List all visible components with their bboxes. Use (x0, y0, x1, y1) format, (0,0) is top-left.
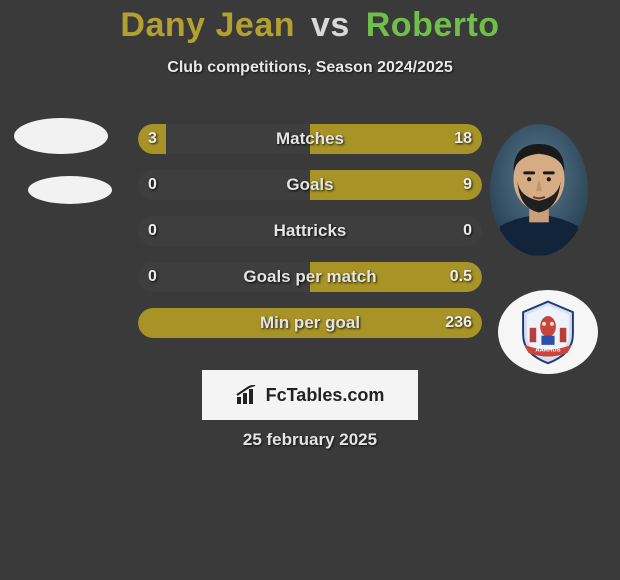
player2-club-badge: AARHUS (498, 290, 598, 374)
stat-row: Hattricks0 0 (138, 216, 482, 246)
stat-value-right: 18 (454, 124, 472, 154)
stat-row: Goals0 9 (138, 170, 482, 200)
chart-icon (236, 385, 260, 405)
player1-club-placeholder (28, 176, 112, 204)
stat-value-left: 3 (148, 124, 157, 154)
player1-avatar-placeholder (14, 118, 108, 154)
stat-label: Goals (138, 170, 482, 200)
stat-value-right: 9 (463, 170, 472, 200)
comparison-card: Dany Jean vs Roberto Club competitions, … (0, 0, 620, 580)
stat-row: Goals per match0 0.5 (138, 262, 482, 292)
stat-value-left: 0 (148, 170, 157, 200)
club-banner-text: AARHUS (535, 348, 560, 354)
player1-name: Dany Jean (120, 6, 295, 44)
stat-label: Min per goal (138, 308, 482, 338)
date: 25 february 2025 (0, 430, 620, 450)
stat-label: Hattricks (138, 216, 482, 246)
stat-value-left: 0 (148, 216, 157, 246)
stat-value-left: 0 (148, 262, 157, 292)
stat-value-right: 236 (445, 308, 472, 338)
vs-separator: vs (311, 6, 350, 44)
stat-value-right: 0.5 (450, 262, 472, 292)
stat-label: Matches (138, 124, 482, 154)
watermark-text: FcTables.com (266, 385, 385, 406)
page-title: Dany Jean vs Roberto (0, 0, 620, 45)
player2-name: Roberto (366, 6, 500, 44)
stat-row: Min per goal236 (138, 308, 482, 338)
stat-value-right: 0 (463, 216, 472, 246)
subtitle: Club competitions, Season 2024/2025 (0, 59, 620, 77)
stat-row: Matches3 18 (138, 124, 482, 154)
watermark: FcTables.com (202, 370, 418, 420)
player2-avatar (490, 124, 588, 256)
stats-bars: Matches318Goals09Hattricks00Goals per ma… (138, 124, 482, 354)
stat-label: Goals per match (138, 262, 482, 292)
